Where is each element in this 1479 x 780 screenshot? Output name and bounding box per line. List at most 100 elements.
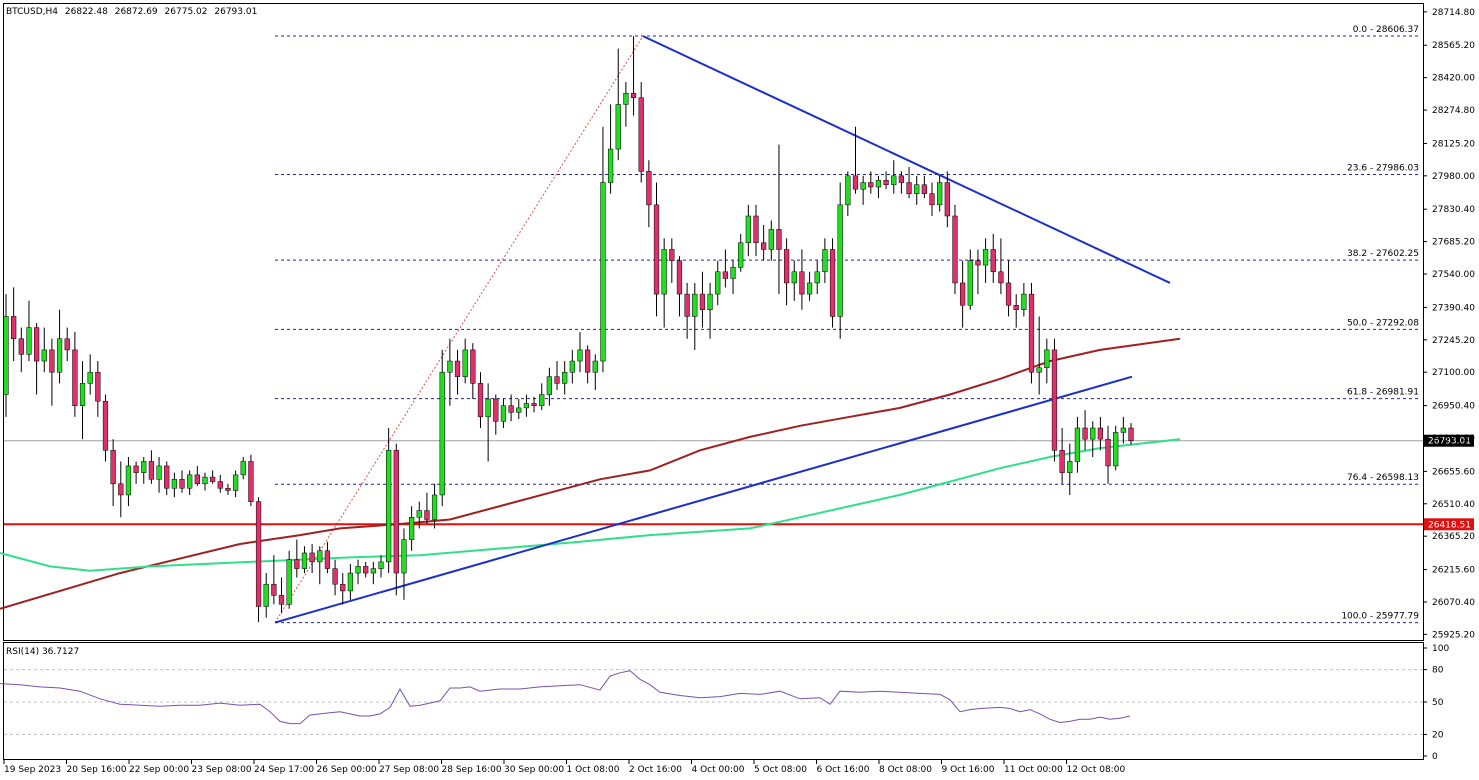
- candle: [95, 361, 101, 417]
- candle-body: [118, 483, 124, 496]
- candle: [615, 48, 621, 161]
- candle-body: [271, 583, 277, 596]
- candle-body: [508, 405, 514, 413]
- time-tick-label: 4 Oct 00:00: [692, 765, 745, 775]
- candle: [194, 465, 200, 487]
- candle-body: [347, 572, 354, 592]
- candle-body: [753, 215, 759, 244]
- candle: [26, 300, 32, 362]
- candle-body: [722, 271, 729, 279]
- candle-body: [630, 93, 637, 98]
- candle-body: [171, 479, 177, 489]
- candle: [646, 160, 652, 228]
- candle-body: [539, 394, 545, 406]
- candle: [64, 327, 70, 362]
- candle-body: [493, 398, 499, 422]
- candle-body: [523, 403, 530, 409]
- time-tick-label: 23 Sep 08:00: [192, 765, 252, 775]
- time-tick-label: 1 Oct 08:00: [567, 765, 620, 775]
- trend-line: [274, 375, 1133, 624]
- candle-body: [1013, 305, 1019, 310]
- candle-body: [845, 175, 851, 206]
- candle: [577, 332, 583, 373]
- time-tick-label: 2 Oct 16:00: [629, 765, 682, 775]
- candle: [232, 470, 239, 498]
- candle: [569, 349, 575, 384]
- candle-body: [1128, 427, 1134, 441]
- candle-body: [738, 242, 744, 268]
- price-tick-label: 26950.40: [1432, 402, 1475, 412]
- candle: [745, 204, 751, 257]
- candle-body: [3, 316, 9, 395]
- candle: [730, 260, 736, 295]
- candle: [554, 361, 560, 391]
- candle-body: [194, 474, 200, 485]
- candle: [1090, 421, 1096, 458]
- candle: [562, 361, 568, 395]
- candle: [171, 472, 177, 498]
- candle: [998, 238, 1004, 295]
- candle: [822, 238, 828, 283]
- rsi-level-label: 100: [1432, 644, 1449, 654]
- candle: [102, 394, 109, 462]
- candle-body: [439, 371, 445, 496]
- candle: [1082, 410, 1088, 451]
- candle: [952, 204, 958, 295]
- candle-body: [952, 215, 958, 284]
- candle-body: [745, 215, 751, 244]
- candle: [179, 470, 185, 493]
- price-tick-label: 27685.20: [1432, 238, 1475, 248]
- candle-body: [1044, 349, 1050, 368]
- candle-body: [921, 184, 927, 194]
- candle: [539, 383, 545, 411]
- candle: [875, 175, 882, 199]
- support-price-label: 26418.51: [1428, 520, 1471, 530]
- time-tick-label: 5 Oct 08:00: [754, 765, 807, 775]
- candle-body: [607, 148, 614, 183]
- candle-body: [1082, 427, 1088, 440]
- candle: [653, 182, 660, 317]
- trend-lines: [274, 35, 1171, 624]
- candle: [3, 294, 9, 417]
- candle-body: [286, 559, 292, 605]
- candle: [110, 439, 116, 507]
- price-tick-label: 27390.40: [1432, 303, 1475, 313]
- candle-body: [454, 360, 461, 377]
- candle-body: [1074, 427, 1081, 462]
- trend-line: [642, 35, 1171, 284]
- time-tick-label: 19 Sep 2023: [4, 765, 61, 775]
- time-tick-label: 30 Sep 00:00: [504, 765, 564, 775]
- candle-body: [998, 271, 1004, 284]
- candle-body: [1059, 450, 1065, 473]
- candle-body: [860, 182, 866, 190]
- candle-body: [1105, 438, 1111, 467]
- time-tick-label: 6 Oct 16:00: [817, 765, 870, 775]
- price-tick-label: 27540.00: [1432, 270, 1475, 280]
- candle: [11, 287, 17, 362]
- candle-body: [562, 371, 568, 384]
- candle: [883, 171, 889, 190]
- candle: [347, 564, 354, 600]
- candle: [1097, 416, 1104, 451]
- candle: [1036, 316, 1042, 395]
- support-price-tag: [1424, 518, 1474, 531]
- candle: [156, 457, 162, 493]
- candle: [340, 573, 346, 605]
- moving-averages: [0, 337, 1181, 610]
- candle-body: [937, 182, 943, 206]
- candle: [715, 260, 721, 306]
- candle: [592, 354, 598, 391]
- candle: [661, 238, 667, 328]
- candle: [607, 104, 614, 194]
- ma-red-line: [0, 337, 1181, 610]
- candle-body: [148, 461, 155, 480]
- time-tick-label: 24 Sep 17:00: [254, 765, 314, 775]
- candle-body: [1097, 427, 1104, 440]
- candle: [248, 454, 254, 507]
- candle-body: [646, 171, 652, 206]
- candle: [531, 396, 537, 413]
- candlesticks[interactable]: [3, 36, 1134, 623]
- candle: [776, 144, 782, 295]
- candle: [1059, 428, 1065, 484]
